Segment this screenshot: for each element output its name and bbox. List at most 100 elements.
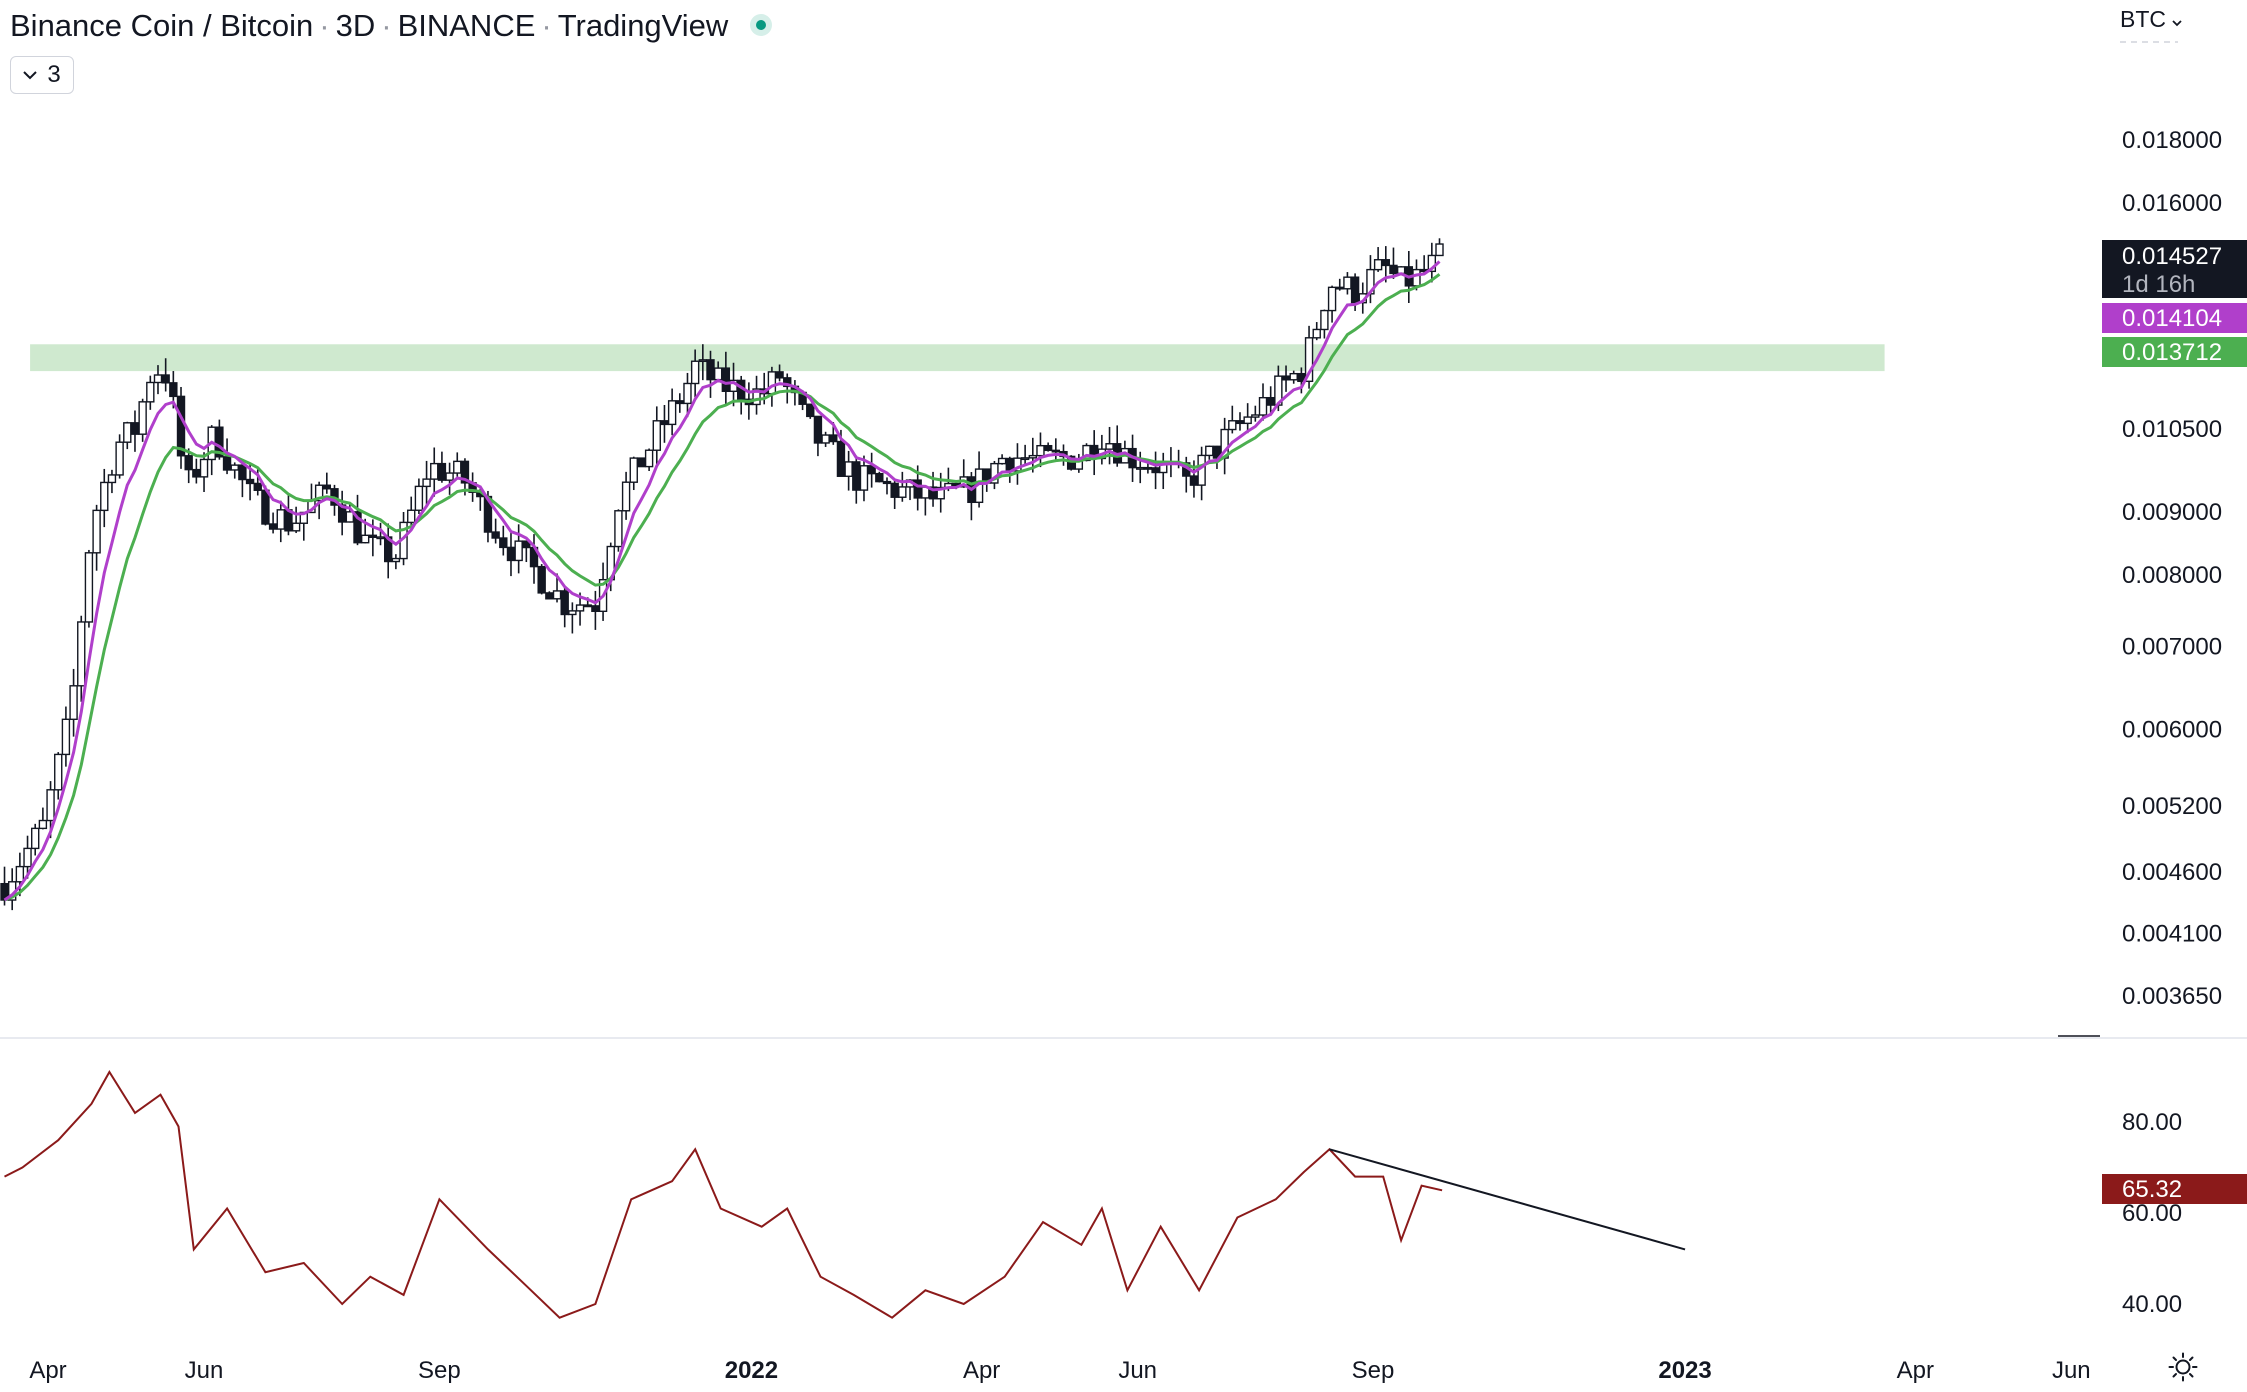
time-axis-label: Apr <box>963 1357 1000 1384</box>
candle-body <box>414 485 424 511</box>
candle-body <box>123 422 132 443</box>
candle-body <box>514 540 523 562</box>
candle-body <box>1105 443 1114 450</box>
candle-body <box>184 455 193 471</box>
price-axis-label: 0.007000 <box>2122 634 2222 661</box>
slow-ma-badge <box>2102 337 2247 367</box>
candle-body <box>675 400 685 405</box>
price-axis-label: 0.018000 <box>2122 127 2222 154</box>
rsi-badge-text: 65.32 <box>2122 1176 2182 1203</box>
candle-body <box>437 462 447 481</box>
candle-body <box>499 537 508 549</box>
candle-body <box>890 482 899 498</box>
candle-body <box>169 382 178 398</box>
candle-body <box>107 474 117 484</box>
separator: · <box>541 8 552 43</box>
candle-body <box>783 377 792 388</box>
interval-label[interactable]: 3D <box>335 8 376 43</box>
last-price-badge <box>2102 240 2247 298</box>
time-axis-label: Apr <box>1897 1357 1934 1384</box>
candle-body <box>1281 375 1291 381</box>
live-status-icon <box>750 13 773 36</box>
candle-body <box>882 480 892 485</box>
candle-body <box>867 465 876 475</box>
last-price-badge-text: 1d 16h <box>2122 271 2195 298</box>
settings-sun-icon[interactable] <box>2168 1352 2198 1382</box>
candle-body <box>176 395 186 457</box>
candle-body <box>77 621 86 687</box>
candle-body <box>1343 276 1352 290</box>
candle-body <box>1327 286 1337 312</box>
candle-body <box>767 371 777 395</box>
time-axis-label: Jun <box>2052 1357 2091 1384</box>
candle-body <box>376 536 385 540</box>
candle-body <box>898 486 907 498</box>
candle-body <box>222 456 232 471</box>
candle-body <box>629 457 638 483</box>
candle-body <box>253 482 262 491</box>
candle-body <box>813 415 823 444</box>
price-axis-label: 0.005200 <box>2122 793 2222 820</box>
candle-body <box>245 478 255 485</box>
rsi-line <box>4 1070 1443 1319</box>
indicator-count: 3 <box>47 61 61 88</box>
candle-body <box>875 472 884 483</box>
exchange-label: BINANCE <box>397 8 536 43</box>
candle-body <box>69 685 78 721</box>
separator: · <box>381 8 392 43</box>
currency-label: BTC <box>2120 6 2166 32</box>
candle-body <box>829 434 838 443</box>
candle-body <box>1304 337 1314 383</box>
candle-body <box>238 464 247 481</box>
indicators-toggle-button[interactable]: 3 <box>10 56 74 94</box>
candle-body <box>552 590 562 600</box>
candle-body <box>667 400 677 426</box>
candle-body <box>1028 454 1037 459</box>
source-label: TradingView <box>557 8 729 43</box>
candle-body <box>506 546 516 562</box>
candle-body <box>445 472 454 481</box>
candle-body <box>199 458 209 478</box>
rsi-axis-label: 80.00 <box>2122 1109 2182 1136</box>
candle-body <box>1435 243 1444 257</box>
candle-body <box>391 557 401 563</box>
candle-body <box>713 367 723 381</box>
fast-ma-line <box>3 260 1441 902</box>
candle-body <box>453 460 462 474</box>
candle-body <box>775 371 784 379</box>
candle-body <box>614 510 623 548</box>
price-axis-label: 0.008000 <box>2122 562 2222 589</box>
candle-body <box>130 422 140 435</box>
candle-body <box>1228 420 1237 431</box>
time-axis-label: Jun <box>1118 1357 1157 1384</box>
candle-body <box>407 509 416 524</box>
candle-body <box>752 388 761 406</box>
rsi-axis-label: 40.00 <box>2122 1291 2182 1318</box>
candle-body <box>460 460 470 484</box>
time-axis-label: 2022 <box>725 1357 778 1384</box>
candle-body <box>690 360 700 385</box>
candle-body <box>522 540 531 549</box>
currency-selector[interactable]: BTC <box>2120 6 2183 33</box>
candle-body <box>92 509 101 554</box>
candle-body <box>161 374 170 384</box>
rsi-trendline <box>1329 1148 1686 1251</box>
price-axis-label: 0.003650 <box>2122 983 2222 1010</box>
symbol-title[interactable]: Binance Coin / Bitcoin <box>10 8 314 43</box>
candle-body <box>1412 268 1421 287</box>
candle-body <box>1373 259 1383 271</box>
rsi-badge <box>2102 1174 2247 1204</box>
price-axis-label: 0.016000 <box>2122 190 2222 217</box>
candle-body <box>1389 264 1398 275</box>
candle-body <box>936 486 945 500</box>
candle-body <box>637 457 646 468</box>
candle-body <box>1335 286 1344 290</box>
candle-body <box>368 534 378 539</box>
candle-body <box>1243 416 1252 425</box>
candle-body <box>1258 396 1268 416</box>
candle-body <box>15 865 25 883</box>
candle-body <box>852 461 861 491</box>
price-axis-label: 0.010500 <box>2122 416 2222 443</box>
time-axis-label: 2023 <box>1658 1357 1711 1384</box>
